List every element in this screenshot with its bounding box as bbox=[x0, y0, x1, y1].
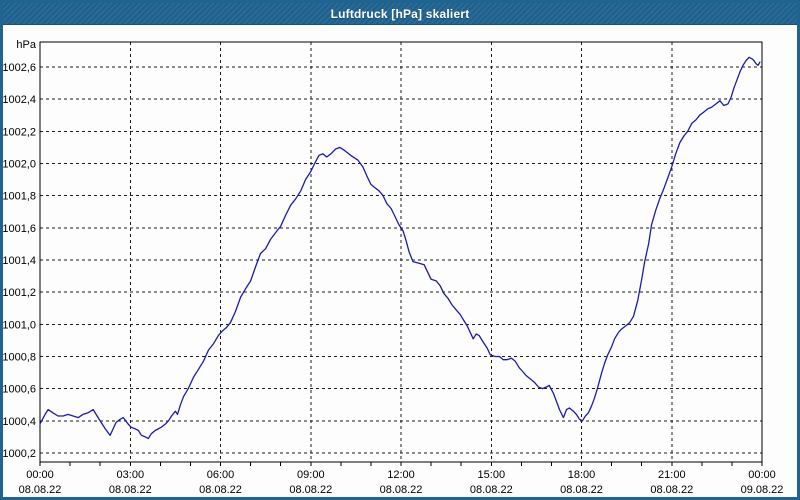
y-tick-label: 1001,0 bbox=[3, 319, 36, 331]
x-tick-date-label: 08.08.22 bbox=[380, 484, 423, 496]
x-tick-time-label: 06:00 bbox=[207, 469, 235, 481]
x-tick-date-label: 08.08.22 bbox=[199, 484, 242, 496]
x-tick-date-label: 08.08.22 bbox=[289, 484, 332, 496]
x-tick-time-label: 09:00 bbox=[297, 469, 325, 481]
y-tick-label: 1002,4 bbox=[3, 94, 36, 106]
y-tick-label: 1002,0 bbox=[3, 158, 36, 170]
y-tick-label: 1001,4 bbox=[3, 255, 36, 267]
x-tick-date-label: 08.08.22 bbox=[19, 484, 62, 496]
pressure-chart-svg: 1000,2 1000,4 1000,6 1000,8 1001,0 1001,2 1001… bbox=[3, 39, 784, 496]
pressure-line-series bbox=[39, 56, 761, 440]
window-title: Luftdruck [hPa] skaliert bbox=[330, 6, 470, 21]
plot-border bbox=[39, 41, 763, 463]
y-tick-label: 1000,4 bbox=[3, 416, 36, 428]
y-axis-unit-label: hPa bbox=[16, 39, 36, 51]
x-tick-time-label: 15:00 bbox=[478, 469, 506, 481]
x-tick-time-label: 00:00 bbox=[748, 469, 776, 481]
x-tick-time-label: 12:00 bbox=[387, 469, 415, 481]
y-tick-label: 1000,2 bbox=[3, 448, 36, 460]
y-tick-label: 1002,2 bbox=[3, 126, 36, 138]
x-tick-time-label: 00:00 bbox=[26, 469, 54, 481]
x-tick-date-label: 08.08.22 bbox=[560, 484, 603, 496]
y-tick-label: 1002,6 bbox=[3, 62, 36, 74]
x-tick-date-label: 08.08.22 bbox=[109, 484, 152, 496]
y-tick-label: 1000,8 bbox=[3, 352, 36, 364]
y-tick-label: 1001,2 bbox=[3, 287, 36, 299]
x-tick-date-label: 09.08.22 bbox=[741, 484, 784, 496]
window-titlebar: Luftdruck [hPa] skaliert bbox=[3, 3, 797, 25]
x-tick-time-label: 03:00 bbox=[117, 469, 145, 481]
x-tick-time-label: 18:00 bbox=[568, 469, 596, 481]
y-tick-label: 1001,8 bbox=[3, 191, 36, 203]
x-tick-date-label: 08.08.22 bbox=[470, 484, 513, 496]
y-tick-label: 1001,6 bbox=[3, 223, 36, 235]
x-tick-date-label: 08.08.22 bbox=[650, 484, 693, 496]
chart-container: 1000,2 1000,4 1000,6 1000,8 1001,0 1001,2 1001… bbox=[3, 25, 797, 497]
y-tick-label: 1000,6 bbox=[3, 384, 36, 396]
x-tick-time-label: 21:00 bbox=[658, 469, 686, 481]
